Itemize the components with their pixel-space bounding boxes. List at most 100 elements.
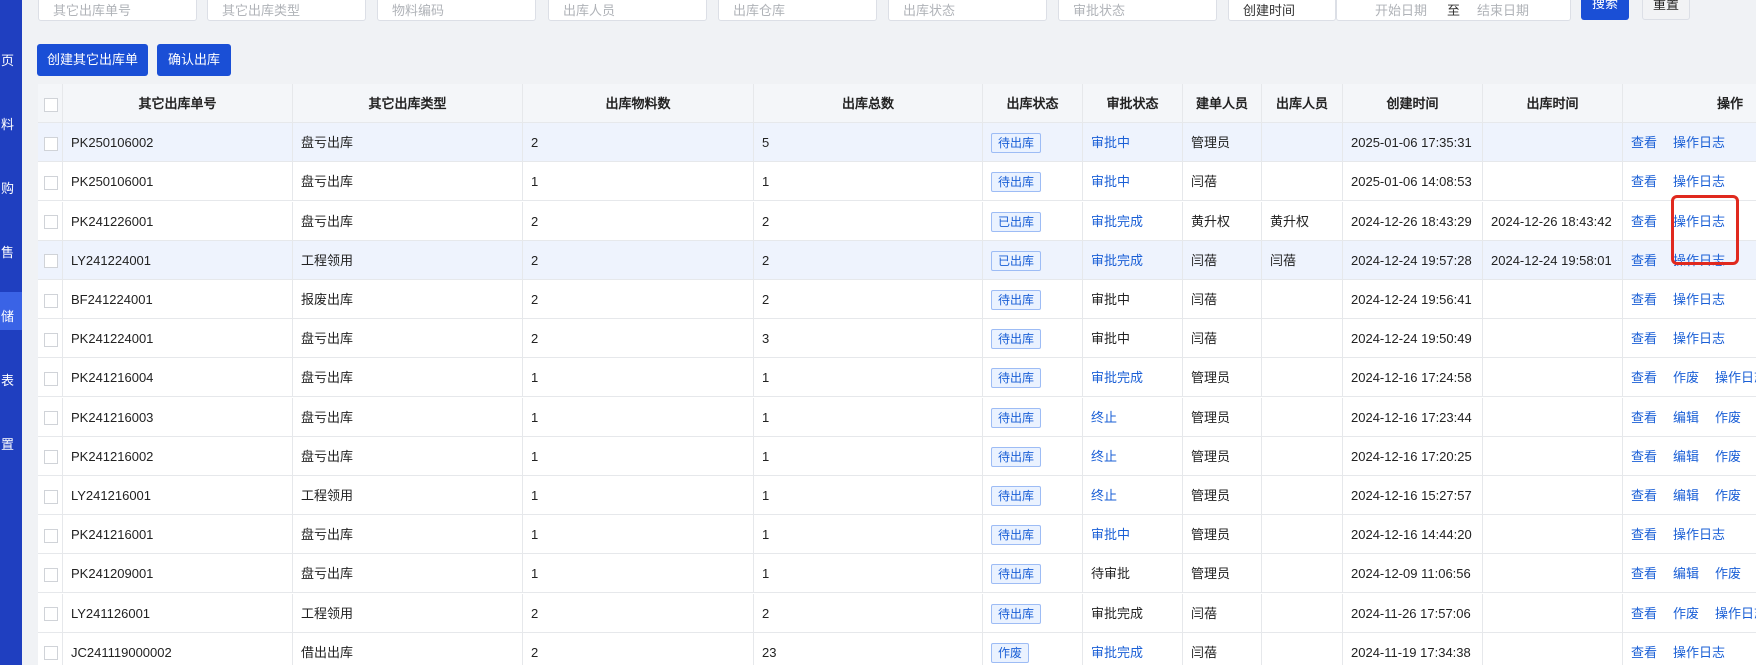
nav-item[interactable]: 表 — [0, 356, 22, 394]
column-header: 创建时间 — [1343, 84, 1483, 123]
action-link[interactable]: 查看 — [1631, 370, 1658, 386]
checkbox[interactable] — [44, 607, 58, 622]
confirm-button[interactable]: 确认出库 — [157, 44, 231, 76]
action-link[interactable]: 作废 — [1673, 370, 1700, 386]
filter-input[interactable]: 其它出库类型 — [207, 0, 366, 21]
status-tag: 待出库 — [991, 133, 1042, 154]
filter-input[interactable]: 其它出库单号 — [38, 0, 197, 21]
action-link[interactable]: 查看 — [1631, 644, 1658, 660]
table-cell: 待出库 — [983, 554, 1083, 594]
cell-text: 报废出库 — [301, 292, 354, 307]
action-link[interactable]: 编辑 — [1673, 448, 1700, 464]
checkbox[interactable] — [44, 371, 58, 386]
cell-text: 盘亏出库 — [301, 331, 354, 347]
nav-item[interactable]: 售 — [0, 228, 22, 266]
checkbox[interactable] — [44, 97, 58, 112]
nav-item[interactable]: 储 — [0, 292, 22, 330]
table-cell: 1 — [523, 162, 754, 202]
reset-button[interactable]: 重置 — [1642, 0, 1690, 20]
action-link[interactable]: 操作日志 — [1673, 135, 1726, 151]
action-link[interactable]: 操作日志 — [1673, 292, 1726, 307]
cell-text: 闫蓓 — [1191, 605, 1218, 621]
action-link[interactable]: 作废 — [1715, 409, 1742, 425]
action-link[interactable]: 操作日志 — [1673, 174, 1726, 190]
cell-text: 盘亏出库 — [301, 566, 354, 582]
table-cell: 2 — [523, 240, 754, 280]
action-link[interactable]: 查看 — [1631, 252, 1658, 268]
action-link[interactable]: 编辑 — [1673, 409, 1700, 425]
checkbox[interactable] — [44, 450, 58, 465]
action-link[interactable]: 查看 — [1631, 409, 1658, 425]
checkbox[interactable] — [44, 254, 58, 269]
checkbox[interactable] — [44, 567, 58, 582]
filter-input[interactable]: 审批状态 — [1058, 0, 1217, 21]
checkbox[interactable] — [44, 489, 58, 504]
table-cell — [1262, 554, 1343, 594]
filter-input[interactable]: 出库人员 — [548, 0, 707, 21]
action-link[interactable]: 查看 — [1631, 331, 1658, 347]
checkbox[interactable] — [44, 215, 58, 230]
table-cell: PK241224001 — [63, 319, 293, 359]
action-link[interactable]: 操作日志 — [1715, 370, 1756, 386]
search-button[interactable]: 搜索 — [1581, 0, 1629, 20]
action-link[interactable]: 查看 — [1631, 566, 1658, 582]
action-link[interactable]: 操作日志 — [1673, 213, 1726, 229]
table-cell — [1483, 162, 1623, 202]
nav-item[interactable]: 购 — [0, 164, 22, 202]
nav-item[interactable]: 页 — [0, 36, 22, 74]
action-link[interactable]: 查看 — [1631, 292, 1658, 307]
action-link[interactable]: 查看 — [1631, 448, 1658, 464]
create-button[interactable]: 创建其它出库单 — [37, 44, 148, 76]
actions-cell: 查看 编辑 作废 — [1623, 397, 1756, 437]
status-tag: 待出库 — [991, 329, 1042, 350]
action-link[interactable]: 查看 — [1631, 488, 1658, 503]
action-link[interactable]: 查看 — [1631, 213, 1658, 229]
table-cell: 管理员 — [1183, 358, 1262, 398]
nav-item[interactable]: 料 — [0, 100, 22, 138]
table-cell: 2 — [523, 632, 754, 665]
action-link[interactable]: 作废 — [1715, 448, 1742, 464]
action-link[interactable]: 查看 — [1631, 135, 1658, 151]
action-link[interactable]: 查看 — [1631, 527, 1658, 543]
action-link[interactable]: 操作日志 — [1673, 527, 1726, 543]
checkbox[interactable] — [44, 528, 58, 543]
checkbox[interactable] — [44, 411, 58, 426]
nav-item[interactable]: 置 — [0, 420, 22, 458]
checkbox[interactable] — [44, 332, 58, 347]
action-link[interactable]: 查看 — [1631, 174, 1658, 190]
table-cell: 2 — [523, 593, 754, 633]
cell-text: 借出出库 — [301, 644, 354, 660]
filter-input[interactable]: 出库状态 — [888, 0, 1047, 21]
filter-input[interactable]: 出库仓库 — [718, 0, 877, 21]
action-link[interactable]: 编辑 — [1673, 566, 1700, 582]
action-link[interactable]: 作废 — [1715, 566, 1742, 582]
action-link[interactable]: 作废 — [1715, 488, 1742, 503]
cell-text: 2 — [531, 605, 539, 621]
checkbox[interactable] — [44, 136, 58, 151]
cell-text: 1 — [762, 448, 770, 464]
time-type-select[interactable]: 创建时间 — [1228, 0, 1336, 21]
table-cell: PK241216002 — [63, 436, 293, 476]
action-link[interactable]: 作废 — [1673, 605, 1700, 621]
approval-status: 终止 — [1091, 488, 1118, 503]
action-link[interactable]: 操作日志 — [1673, 644, 1726, 660]
table-cell: 1 — [523, 397, 754, 437]
filter-input[interactable]: 物料编码 — [377, 0, 536, 21]
table-cell: 2024-12-24 19:50:49 — [1343, 319, 1483, 359]
action-link[interactable]: 编辑 — [1673, 488, 1700, 503]
status-tag: 待出库 — [991, 486, 1042, 506]
cell-text: 盘亏出库 — [301, 135, 354, 151]
action-link[interactable]: 操作日志 — [1715, 605, 1756, 621]
table-cell: 闫蓓 — [1183, 280, 1262, 319]
cell-text: 5 — [762, 135, 770, 151]
action-link[interactable]: 操作日志 — [1673, 331, 1726, 347]
date-range[interactable]: 开始日期 至 结束日期 — [1336, 0, 1571, 21]
checkbox[interactable] — [44, 293, 58, 308]
checkbox[interactable] — [44, 175, 58, 190]
checkbox[interactable] — [44, 646, 58, 661]
column-header: 出库状态 — [983, 84, 1083, 123]
table-cell: JC241119000002 — [63, 632, 293, 665]
table-cell: 1 — [523, 554, 754, 594]
action-link[interactable]: 查看 — [1631, 605, 1658, 621]
nav-label: 页 — [1, 53, 15, 68]
